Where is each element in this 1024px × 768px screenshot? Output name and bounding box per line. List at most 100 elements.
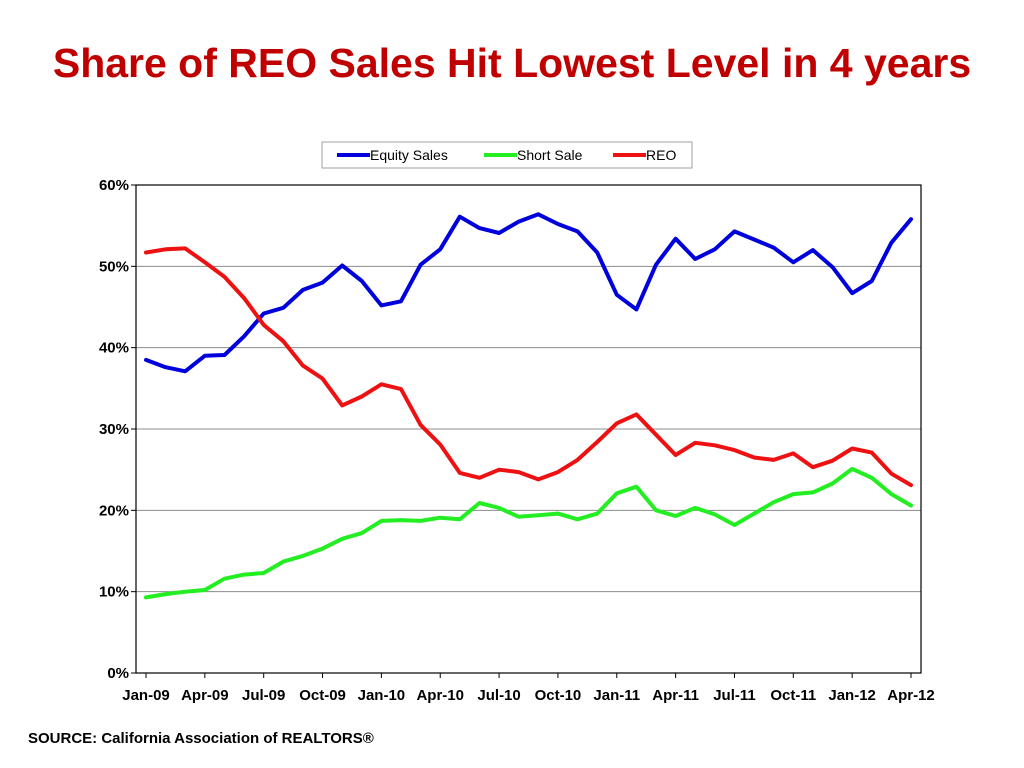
- data-point-reo: [850, 447, 854, 451]
- data-point-equity-sales: [419, 263, 423, 267]
- data-point-reo: [222, 275, 226, 279]
- data-point-short-sale: [164, 592, 168, 596]
- data-point-equity-sales: [850, 291, 854, 295]
- data-point-equity-sales: [458, 215, 462, 219]
- data-point-short-sale: [242, 573, 246, 577]
- data-point-equity-sales: [674, 237, 678, 241]
- data-point-equity-sales: [654, 263, 658, 267]
- data-point-equity-sales: [183, 369, 187, 373]
- data-point-reo: [909, 483, 913, 487]
- data-point-equity-sales: [301, 288, 305, 292]
- data-point-reo: [576, 458, 580, 462]
- data-point-reo: [497, 468, 501, 472]
- data-point-reo: [438, 442, 442, 446]
- data-point-short-sale: [399, 518, 403, 522]
- data-point-short-sale: [850, 467, 854, 471]
- data-point-short-sale: [183, 590, 187, 594]
- data-point-short-sale: [438, 516, 442, 520]
- data-point-equity-sales: [870, 279, 874, 283]
- y-tick-label: 0%: [107, 665, 129, 682]
- data-point-short-sale: [556, 512, 560, 516]
- data-point-short-sale: [870, 476, 874, 480]
- data-point-short-sale: [262, 571, 266, 575]
- x-tick-label: Jul-11: [713, 687, 756, 704]
- data-point-equity-sales: [203, 354, 207, 358]
- x-tick-label: Apr-12: [887, 687, 935, 704]
- data-point-reo: [693, 441, 697, 445]
- data-point-equity-sales: [889, 241, 893, 245]
- x-tick-label: Oct-09: [299, 687, 346, 704]
- chart-title: Share of REO Sales Hit Lowest Level in 4…: [52, 40, 972, 86]
- data-point-equity-sales: [164, 365, 168, 369]
- data-point-reo: [811, 465, 815, 469]
- data-point-reo: [301, 364, 305, 368]
- data-point-reo: [831, 459, 835, 463]
- y-tick-label: 40%: [99, 340, 129, 357]
- data-point-short-sale: [222, 577, 226, 581]
- data-point-short-sale: [713, 512, 717, 516]
- data-point-equity-sales: [634, 307, 638, 311]
- data-point-reo: [595, 440, 599, 444]
- data-point-reo: [242, 296, 246, 300]
- data-point-equity-sales: [477, 226, 481, 230]
- data-point-short-sale: [615, 491, 619, 495]
- x-tick-label: Oct-10: [535, 687, 582, 704]
- data-point-reo: [556, 470, 560, 474]
- data-point-reo: [458, 471, 462, 475]
- data-point-equity-sales: [713, 247, 717, 251]
- x-tick-label: Jan-11: [593, 687, 640, 704]
- x-tick-label: Apr-10: [416, 687, 464, 704]
- data-point-short-sale: [831, 481, 835, 485]
- x-tick-label: Jan-10: [358, 687, 406, 704]
- data-point-short-sale: [909, 503, 913, 507]
- data-point-equity-sales: [438, 247, 442, 251]
- data-point-reo: [791, 451, 795, 455]
- data-point-short-sale: [634, 485, 638, 489]
- data-point-short-sale: [791, 492, 795, 496]
- data-point-reo: [144, 251, 148, 255]
- y-tick-label: 60%: [99, 177, 129, 194]
- data-point-equity-sales: [262, 312, 266, 316]
- data-point-reo: [615, 421, 619, 425]
- data-point-equity-sales: [222, 353, 226, 357]
- data-point-reo: [203, 260, 207, 264]
- data-point-reo: [477, 476, 481, 480]
- data-point-equity-sales: [576, 229, 580, 233]
- data-point-reo: [772, 458, 776, 462]
- data-point-short-sale: [732, 523, 736, 527]
- source-note: SOURCE: California Association of REALTO…: [28, 730, 374, 747]
- data-point-equity-sales: [752, 237, 756, 241]
- data-point-equity-sales: [144, 358, 148, 362]
- data-point-equity-sales: [615, 293, 619, 297]
- axes: 0% 10% 20% 30% 40% 50% 60% Jan-09 Apr-09 Jul-09 Oc…: [99, 177, 935, 704]
- data-point-reo: [360, 394, 364, 398]
- data-point-short-sale: [379, 519, 383, 523]
- data-point-reo: [399, 387, 403, 391]
- data-point-reo: [164, 247, 168, 251]
- data-point-equity-sales: [536, 212, 540, 216]
- legend: Equity Sales Short Sale REO: [321, 141, 693, 169]
- data-point-equity-sales: [811, 248, 815, 252]
- data-point-short-sale: [654, 508, 658, 512]
- data-point-short-sale: [419, 519, 423, 523]
- data-point-short-sale: [576, 517, 580, 521]
- data-point-reo: [262, 323, 266, 327]
- data-point-reo: [321, 377, 325, 381]
- data-point-short-sale: [536, 513, 540, 517]
- series-line-reo: [144, 246, 913, 488]
- data-point-short-sale: [360, 531, 364, 535]
- data-point-reo: [281, 339, 285, 343]
- data-point-short-sale: [811, 490, 815, 494]
- data-point-equity-sales: [693, 257, 697, 261]
- y-tick-label: 20%: [99, 502, 129, 519]
- x-tick-label: Jan-09: [122, 687, 170, 704]
- data-point-short-sale: [889, 492, 893, 496]
- data-point-short-sale: [458, 517, 462, 521]
- data-point-short-sale: [497, 506, 501, 510]
- data-point-reo: [870, 451, 874, 455]
- data-point-equity-sales: [497, 231, 501, 235]
- data-point-equity-sales: [321, 281, 325, 285]
- y-tick-label: 30%: [99, 421, 129, 438]
- data-point-reo: [379, 382, 383, 386]
- series-line-equity-sales: [144, 212, 913, 374]
